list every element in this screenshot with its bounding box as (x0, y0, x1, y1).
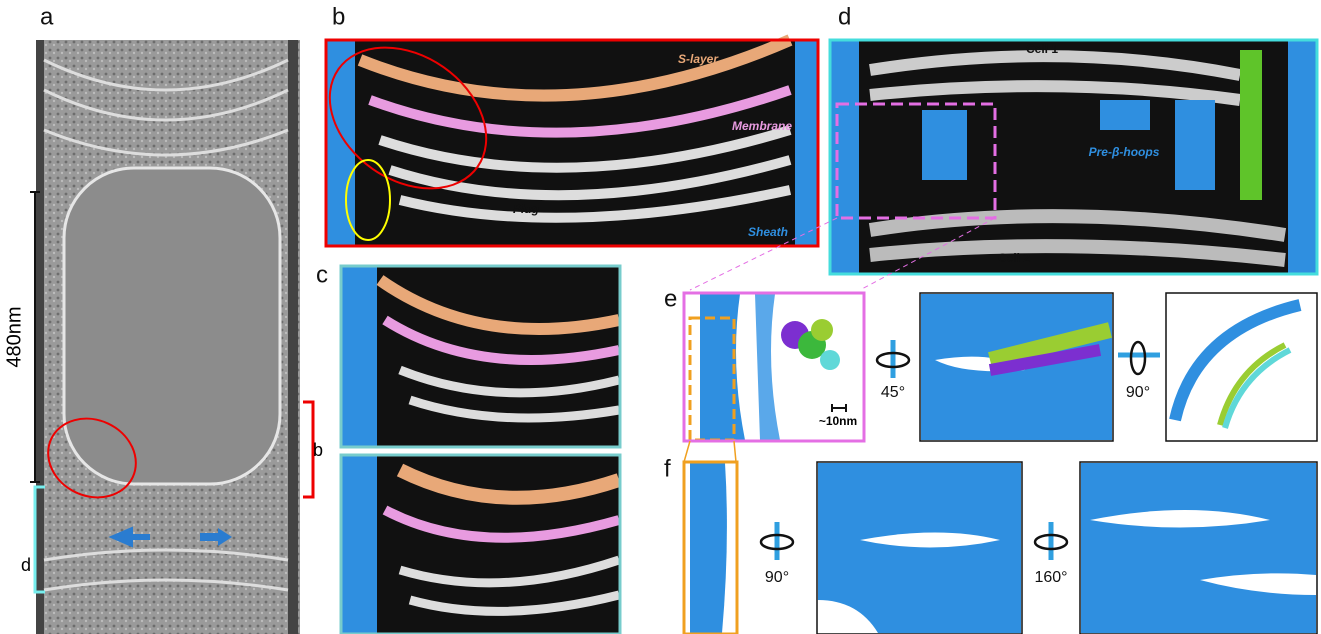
rotation-icon (761, 522, 793, 560)
annotation: Pre-β-hoops (1089, 145, 1160, 159)
panel-label: e (664, 285, 677, 312)
panel-d-render (831, 41, 1316, 273)
rotation-label: 90° (765, 569, 789, 586)
panel-label: f (664, 455, 671, 482)
scale-bar-label: 480nm (3, 306, 25, 367)
rotation-icon (1035, 522, 1067, 560)
annotation: Membrane (732, 119, 792, 133)
rotation-label: 90° (1126, 384, 1150, 401)
annotation: Plug (513, 202, 540, 216)
bracket-label: b (313, 440, 323, 460)
rotation-icon (1118, 342, 1160, 374)
figure: a 480nm b d b S-layer Membrane Plug Shea… (0, 0, 1321, 634)
annotation: S-layer (678, 52, 719, 66)
bracket (303, 402, 313, 497)
rotation-label: 160° (1034, 569, 1067, 586)
bracket-label: d (21, 555, 31, 575)
rotation-label: 45° (881, 384, 905, 401)
rotation-icon (877, 340, 909, 378)
tomogram (35, 40, 300, 634)
panel-label: c (316, 261, 328, 288)
annotation: Sheath (748, 225, 788, 239)
scale-bar-label: ~10nm (819, 414, 857, 428)
panel-label: b (332, 3, 345, 30)
panel-e-render (685, 294, 1316, 440)
panel-c-render (342, 267, 619, 633)
connector (684, 441, 736, 462)
panel-label: a (40, 3, 54, 30)
panel-label: d (838, 3, 851, 30)
page: {"panel_labels": ["a", "b", "c", "d", "e… (0, 0, 1321, 634)
annotation: Cell 2 (998, 251, 1030, 265)
annotation: Cell 1 (1026, 42, 1058, 56)
